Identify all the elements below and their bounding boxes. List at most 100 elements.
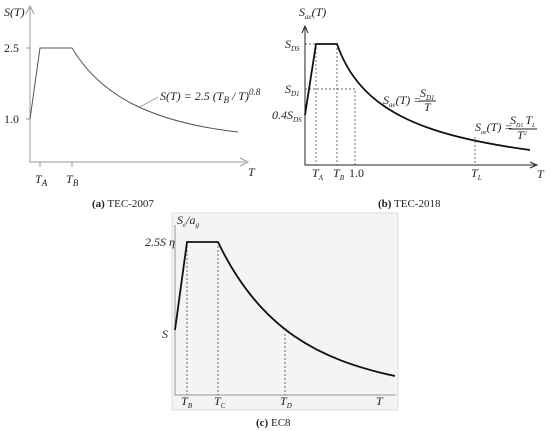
- text-part: T: [471, 166, 479, 180]
- text-part: D: [286, 402, 292, 410]
- text-part: DS: [290, 45, 300, 53]
- text-part: S: [299, 5, 305, 19]
- text-part: D1: [290, 90, 300, 98]
- text-part: / T): [229, 89, 249, 103]
- spectrum-curve: [29, 47, 239, 133]
- x-axis-label: T: [248, 165, 256, 179]
- spectrum-curve: [174, 241, 396, 377]
- y-tick: SD1: [285, 82, 300, 98]
- text-part: B: [188, 402, 193, 410]
- x-label: TD: [280, 394, 292, 410]
- y-tick: SDS: [285, 37, 300, 53]
- text-part: (c): [256, 417, 269, 429]
- text-part: T: [214, 394, 222, 408]
- text-part: T: [66, 172, 74, 186]
- spectrum-curve: [304, 43, 531, 151]
- x-label: TC: [214, 394, 226, 410]
- x-label: T: [376, 394, 384, 408]
- formula: SD1: [420, 86, 435, 102]
- formula: S(T) = 2.5 (TB / T)0.8: [160, 87, 261, 105]
- guides: [186, 242, 286, 395]
- text-part: A: [318, 174, 324, 182]
- text-part: TEC-2018: [394, 198, 441, 210]
- guides: [305, 43, 476, 165]
- x-label: TB: [333, 166, 345, 182]
- text-part: 0.4S: [272, 108, 293, 122]
- text-part: 2: [524, 131, 527, 137]
- y-label: S(T): [4, 5, 25, 19]
- text-part: ae: [389, 101, 396, 109]
- y-tick: 2.5S η: [145, 235, 175, 249]
- caption: (c) EC8: [256, 417, 291, 429]
- y-tick: 2.5: [4, 41, 19, 55]
- x-label: TL: [471, 166, 482, 182]
- text-part: DS: [292, 116, 302, 124]
- text-part: ae: [481, 130, 487, 136]
- text-part: B: [73, 178, 79, 188]
- panel-b: Sae(T) SDS SD1 0.4SDS TA TB 1.0 TL T Sae…: [272, 5, 545, 210]
- formula: SD1 TL: [510, 113, 536, 129]
- text-part: S: [177, 213, 183, 227]
- ticks: [26, 47, 159, 167]
- text-part: T: [333, 166, 341, 180]
- text-part: T: [525, 113, 533, 127]
- text-part: S: [285, 37, 291, 51]
- x-label: TB: [181, 394, 193, 410]
- text-part: T: [312, 166, 320, 180]
- text-part: T: [35, 172, 43, 186]
- text-part: B: [223, 95, 229, 105]
- caption: (a) TEC-2007: [92, 198, 154, 210]
- panel-background: [171, 212, 399, 411]
- x-label: TA: [35, 172, 48, 188]
- text-part: D1: [425, 94, 435, 102]
- text-part: EC8: [271, 417, 291, 429]
- x-label: 1.0: [349, 166, 364, 180]
- text-part: B: [340, 174, 345, 182]
- text-part: g: [195, 221, 199, 229]
- text-part: e: [183, 221, 186, 229]
- axes: [304, 28, 535, 166]
- text-part: T: [280, 394, 288, 408]
- text-part: TEC-2007: [107, 198, 154, 210]
- y-tick: S: [162, 327, 168, 341]
- panel-c: Se/ag 2.5S η S TB TC TD T (c) EC8: [145, 212, 399, 429]
- y-tick: 0.4SDS: [272, 108, 302, 124]
- text-part: (T) =: [396, 93, 422, 107]
- text-part: A: [41, 178, 48, 188]
- text-part: D1: [515, 123, 523, 129]
- text-part: L: [477, 174, 482, 182]
- text-part: S: [420, 86, 426, 100]
- caption: (b) TEC-2018: [378, 198, 441, 210]
- text-part: T: [181, 394, 189, 408]
- text-part: S(T) = 2.5 (T: [160, 89, 225, 103]
- text-part: L: [531, 123, 536, 129]
- arrows: [25, 4, 250, 167]
- x-axis-label: T: [537, 167, 545, 181]
- y-label: Sae(T): [299, 5, 326, 21]
- x-label: TA: [312, 166, 324, 182]
- formula: T2: [517, 128, 527, 142]
- text-part: S: [475, 120, 481, 134]
- text-part: /a: [185, 213, 195, 227]
- y-tick: 1.0: [4, 112, 19, 126]
- formula: T: [424, 100, 432, 114]
- text-part: S: [510, 113, 516, 127]
- axes: [29, 8, 245, 163]
- axes: [174, 225, 396, 396]
- text-part: (b): [378, 198, 392, 210]
- text-part: (T): [312, 5, 327, 19]
- text-part: T: [517, 128, 525, 142]
- text-part: ae: [305, 13, 312, 21]
- text-part: S: [383, 93, 389, 107]
- text-part: (T) =: [487, 120, 513, 134]
- text-part: S: [285, 82, 291, 96]
- arrows: [301, 24, 539, 169]
- x-label: TB: [66, 172, 79, 188]
- formula: Sae(T) =: [475, 120, 512, 136]
- text-part: C: [221, 402, 226, 410]
- text-part: 0.8: [249, 87, 261, 97]
- text-part: (a): [92, 198, 105, 210]
- y-label: Se/ag: [177, 213, 199, 229]
- panel-a: S(T) 2.5 1.0 TA TB T S(T) = 2.5 (TB / T)…: [4, 4, 261, 210]
